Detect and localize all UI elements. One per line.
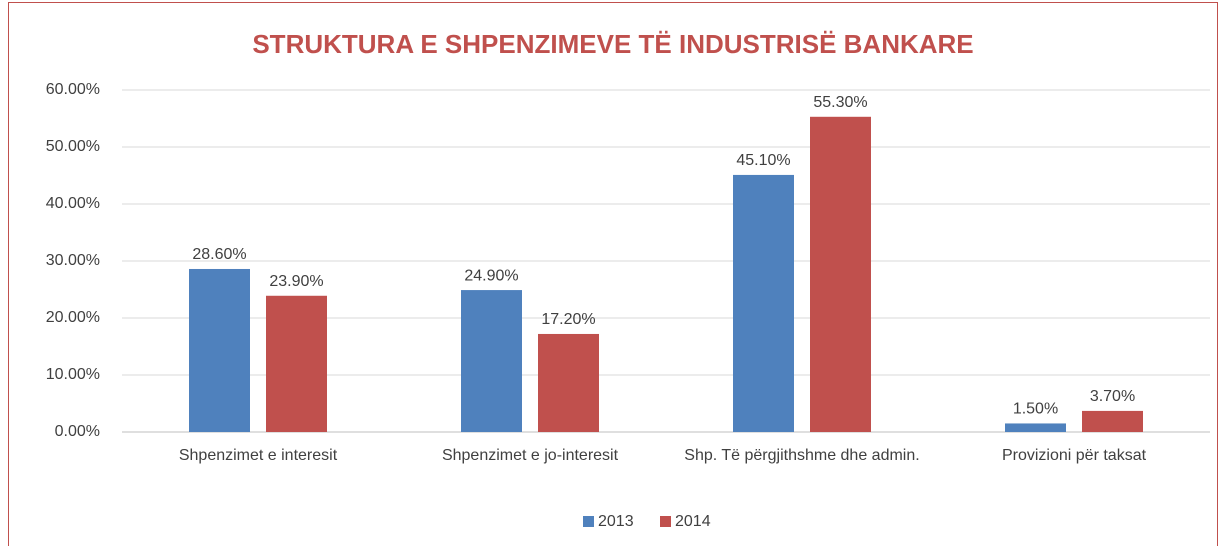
x-tick-label: Shpenzimet e interesit [178, 447, 338, 464]
bar [538, 333, 599, 432]
legend-label: 2013 [598, 513, 634, 530]
y-tick-label: 0.00% [55, 423, 100, 440]
x-tick-label: Shpenzimet e jo-interesit [441, 447, 619, 464]
bar [1082, 410, 1143, 432]
y-tick-label: 10.00% [46, 366, 100, 383]
y-tick-label: 60.00% [46, 81, 100, 98]
chart-title: STRUKTURA E SHPENZIMEVE TË INDUSTRISË BA… [252, 29, 973, 59]
bar [1005, 423, 1066, 432]
y-tick-label: 20.00% [46, 309, 100, 326]
value-label: 28.60% [192, 246, 246, 263]
bar [189, 268, 250, 432]
value-label: 17.20% [541, 311, 595, 328]
value-label: 55.30% [813, 94, 867, 111]
x-tick-label: Shp. Të përgjithshme dhe admin. [684, 447, 920, 464]
y-tick-label: 40.00% [46, 195, 100, 212]
x-tick-label: Provizioni për taksat [1001, 447, 1147, 464]
legend-swatch [660, 516, 671, 527]
y-tick-label: 30.00% [46, 252, 100, 269]
value-label: 23.90% [269, 273, 323, 290]
bar [266, 295, 327, 432]
bar [733, 174, 794, 432]
legend-swatch [583, 516, 594, 527]
y-tick-label: 50.00% [46, 138, 100, 155]
bar [461, 290, 522, 432]
value-label: 3.70% [1090, 388, 1135, 405]
legend-label: 2014 [675, 513, 711, 530]
bar [810, 116, 871, 432]
frame [8, 2, 1218, 546]
value-label: 1.50% [1013, 401, 1058, 418]
value-label: 24.90% [464, 267, 518, 284]
value-label: 45.10% [736, 152, 790, 169]
